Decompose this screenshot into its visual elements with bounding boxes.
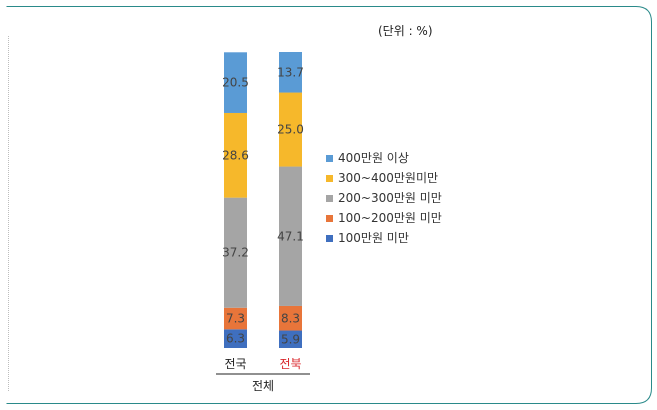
legend-label: 100~200만원 미만 [338,211,442,225]
bar-value-label: 25.0 [277,123,304,137]
legend-label: 200~300만원 미만 [338,191,442,205]
legend-item: 200~300만원 미만 [326,188,442,208]
legend-swatch [326,234,333,242]
chart-frame [6,6,652,404]
bar-value-label: 5.9 [281,332,300,346]
legend-item: 300~400만원미만 [326,168,442,188]
legend-swatch [326,214,333,222]
legend-label: 100만원 미만 [338,231,409,245]
legend-label: 300~400만원미만 [338,171,439,185]
bar-segment [224,52,247,113]
bar-value-label: 28.6 [222,148,249,162]
bar-value-label: 8.3 [281,311,300,325]
bar-segment [279,52,302,93]
bar-segment [279,92,302,167]
unit-label: (단위 : %) [378,24,433,38]
category-label: 전국 [224,357,246,371]
legend-swatch [326,194,333,202]
bar-segment [224,197,247,308]
bar-value-label: 47.1 [277,229,304,243]
bar-value-label: 37.2 [222,246,249,260]
legend-label: 400만원 이상 [338,151,409,165]
dotted-left-edge [8,36,9,391]
bar-segment [224,329,247,348]
category-label: 전북 [279,357,301,371]
legend-item: 100만원 미만 [326,228,442,248]
legend-swatch [326,154,333,162]
legend-item: 400만원 이상 [326,148,442,168]
legend-item: 100~200만원 미만 [326,208,442,228]
bar-value-label: 13.7 [277,65,304,79]
chart-legend: 400만원 이상 300~400만원미만 200~300만원 미만 100~200만원… [326,148,442,248]
bar-segment [279,330,302,348]
bar-value-label: 7.3 [226,312,245,326]
group-label: 전체 [252,379,274,393]
bar-segment [224,307,247,330]
bar-value-label: 20.5 [222,76,249,90]
bar-segment [224,112,247,198]
bar-segment [279,166,302,306]
bar-segment [279,305,302,331]
bar-value-label: 6.3 [226,332,245,346]
legend-swatch [326,174,333,182]
